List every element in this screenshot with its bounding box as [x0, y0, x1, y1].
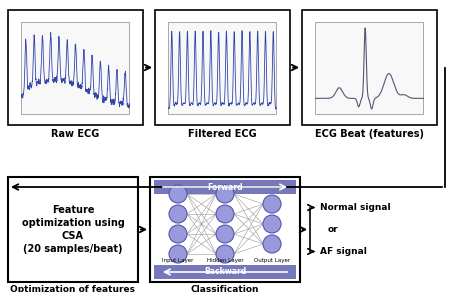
Text: Optimization of features: Optimization of features [10, 285, 136, 292]
Text: AF signal: AF signal [320, 247, 367, 256]
Circle shape [169, 225, 187, 243]
Text: Output Layer: Output Layer [254, 258, 290, 263]
Circle shape [216, 185, 234, 203]
Bar [155, 10, 290, 125]
Circle shape [216, 225, 234, 243]
Bar [302, 10, 437, 125]
Text: Forward: Forward [207, 182, 243, 192]
Text: Input Layer: Input Layer [162, 258, 194, 263]
Text: or: or [328, 225, 338, 234]
Bar [8, 177, 138, 282]
Bar [154, 180, 296, 194]
Text: Feature
optimization using
CSA
(20 samples/beat): Feature optimization using CSA (20 sampl… [21, 205, 125, 254]
Bar [154, 265, 296, 279]
Circle shape [216, 205, 234, 223]
Text: ECG Beat (features): ECG Beat (features) [315, 129, 424, 139]
Circle shape [169, 205, 187, 223]
Bar [168, 22, 276, 114]
Text: Normal signal: Normal signal [320, 203, 391, 212]
Circle shape [169, 245, 187, 263]
Text: Hidden Layer: Hidden Layer [207, 258, 243, 263]
Circle shape [263, 215, 281, 233]
Circle shape [216, 245, 234, 263]
Bar [21, 22, 129, 114]
Text: Filtered ECG: Filtered ECG [188, 129, 257, 139]
Bar [150, 177, 300, 282]
Text: Backward: Backward [204, 267, 246, 277]
Circle shape [169, 185, 187, 203]
Circle shape [263, 195, 281, 213]
Text: Classification
using LMNN: Classification using LMNN [191, 285, 259, 292]
Bar [8, 10, 143, 125]
Text: Raw ECG: Raw ECG [51, 129, 100, 139]
Circle shape [263, 235, 281, 253]
Bar [316, 22, 423, 114]
